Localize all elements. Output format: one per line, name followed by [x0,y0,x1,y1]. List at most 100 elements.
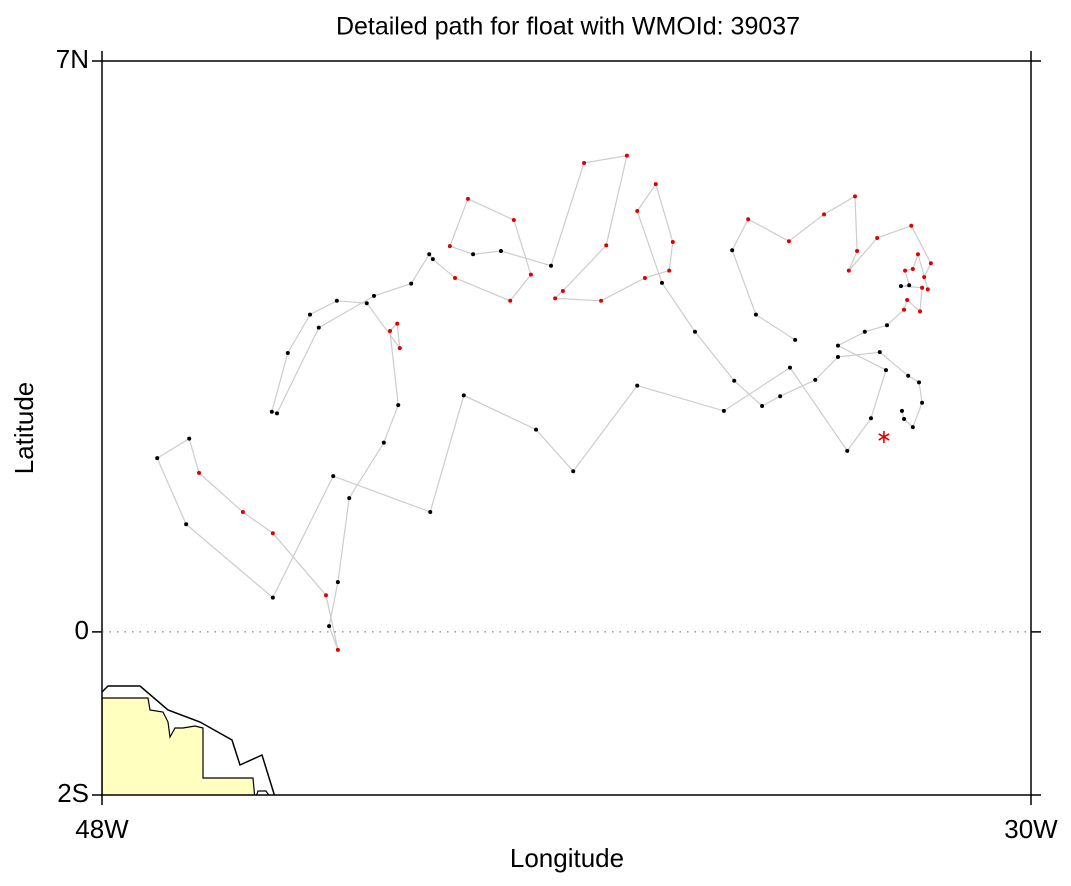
float-position [604,243,609,248]
float-position [835,355,840,360]
float-position [907,283,912,288]
float-position [902,307,907,312]
float-position [925,287,930,292]
float-position [553,296,558,301]
float-position [471,252,476,257]
land-fill [102,697,256,795]
y-tick-label: 7N [56,44,89,74]
float-position [920,285,925,290]
float-position [624,153,629,158]
float-position [902,417,907,422]
float-position [910,425,915,430]
float-position [549,263,554,268]
float-position [184,522,189,527]
float-position [822,212,827,217]
coastline [102,685,276,795]
end-marker-stroke [878,433,890,441]
float-position [409,281,414,286]
float-position [877,350,882,355]
float-position [465,196,470,201]
float-position [793,337,798,342]
y-tick-label: 0 [75,615,89,645]
float-position [240,510,245,515]
float-position [786,239,791,244]
float-position [659,280,664,285]
float-position [746,217,751,222]
float-position [323,593,328,598]
float-position [787,365,792,370]
float-position [453,275,458,280]
float-position [396,403,401,408]
float-position [670,240,675,245]
float-position [855,249,860,254]
plot-frame [101,60,1032,796]
float-position [905,297,910,302]
float-position [447,244,452,249]
float-position [732,378,737,383]
float-position [721,408,726,413]
y-tick-label: 2S [57,778,89,808]
float-position [270,531,275,536]
float-position [316,325,321,330]
float-position [869,416,874,421]
float-position [571,469,576,474]
float-position [920,400,925,405]
float-position [853,194,858,199]
float-position [906,373,911,378]
float-position [753,312,758,317]
x-tick-label: 48W [75,814,129,844]
float-position [511,218,516,223]
float-position [760,403,765,408]
end-marker [878,430,890,443]
float-position [928,261,933,266]
float-position [898,284,903,289]
float-position [364,301,369,306]
float-position [922,275,927,280]
float-position [285,350,290,355]
float-path [156,154,932,651]
float-position [635,383,640,388]
float-position [327,624,332,629]
y-axis-label: Latitude [9,382,39,475]
float-position [371,293,376,298]
float-position [778,394,783,399]
float-position [875,235,880,240]
float-position [270,595,275,600]
float-position [635,209,640,214]
float-position [915,252,920,257]
float-position [845,448,850,453]
float-position [560,288,565,293]
float-position [498,249,503,254]
float-position [274,411,279,416]
float-position [653,182,658,187]
float-position [534,427,539,432]
float-position [508,298,513,303]
float-position [730,248,735,253]
float-position [381,440,386,445]
float-position [335,647,340,652]
float-position [334,298,339,303]
float-position [307,312,312,317]
land [102,685,276,795]
float-position [197,470,202,475]
float-position [461,393,466,398]
float-position [642,275,647,280]
float-position [335,580,340,585]
float-position [899,408,904,413]
float-position [813,377,818,382]
float-position [395,321,400,326]
float-position [883,368,888,373]
float-position [347,496,352,501]
float-position [582,160,587,165]
float-position [397,346,402,351]
float-position [667,268,672,273]
float-position [331,474,336,479]
float-position [910,266,915,271]
coastline [256,790,270,795]
float-position [269,409,274,414]
float-position [835,343,840,348]
float-position [693,329,698,334]
float-position [846,268,851,273]
